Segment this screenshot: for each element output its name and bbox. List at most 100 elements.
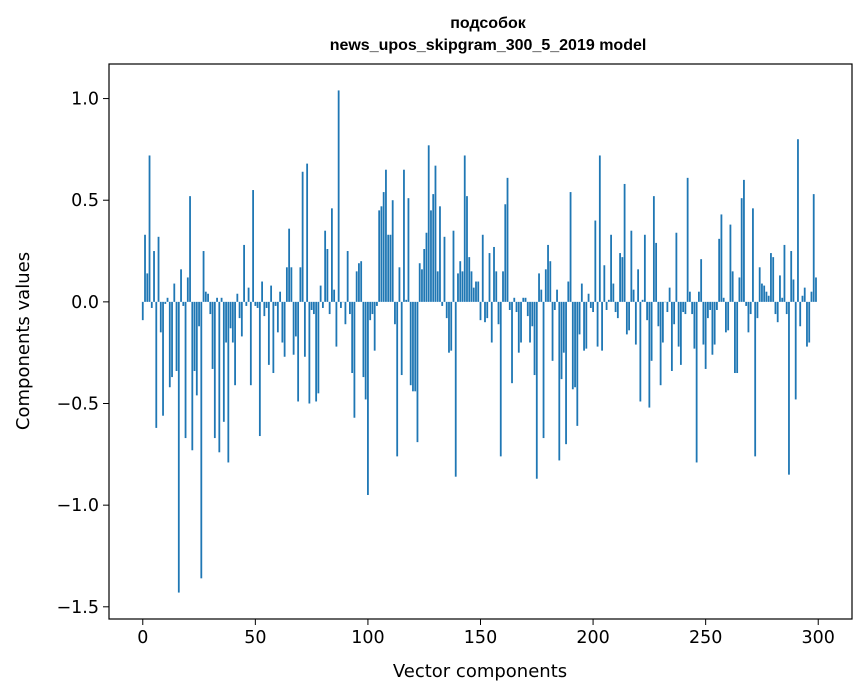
bar-240 [682, 301, 685, 313]
bar-256 [718, 238, 721, 302]
bar-140 [457, 273, 459, 302]
bar-36 [222, 301, 225, 422]
bar-61 [279, 291, 282, 302]
bar-177 [540, 289, 543, 302]
bar-170 [524, 297, 527, 302]
x-tick-label: 300 [802, 628, 835, 648]
bar-91 [346, 251, 349, 302]
bar-196 [583, 301, 585, 351]
bar-74 [308, 301, 311, 404]
bar-9 [162, 301, 164, 416]
bar-52 [258, 301, 261, 437]
bar-166 [515, 301, 518, 313]
bar-70 [299, 267, 302, 302]
bar-275 [761, 283, 763, 302]
y-tick-label: 0.0 [71, 293, 99, 313]
bar-43 [238, 301, 241, 319]
y-tick-label: −0.5 [57, 395, 100, 415]
bar-153 [486, 301, 489, 319]
bar-18 [182, 301, 185, 306]
bar-200 [592, 301, 594, 313]
bar-160 [502, 271, 504, 302]
bar-115 [400, 301, 403, 376]
bar-88 [340, 301, 342, 308]
bar-217 [630, 230, 633, 302]
bar-162 [506, 177, 509, 302]
bar-192 [574, 301, 576, 388]
bar-224 [646, 301, 649, 321]
bar-109 [387, 234, 390, 302]
bar-113 [396, 301, 399, 457]
bar-244 [691, 301, 694, 315]
bar-100 [367, 301, 369, 495]
bar-233 [666, 301, 669, 313]
bar-249 [702, 301, 705, 345]
bar-211 [616, 301, 619, 319]
bar-168 [520, 301, 522, 343]
bar-195 [580, 283, 583, 302]
bar-123 [418, 263, 421, 302]
bar-95 [355, 271, 358, 302]
bar-201 [594, 220, 597, 302]
bar-253 [711, 301, 714, 355]
bar-221 [639, 301, 642, 402]
bar-222 [641, 299, 644, 302]
bar-273 [756, 301, 759, 319]
bar-182 [551, 301, 554, 361]
bar-12 [168, 301, 171, 388]
bar-51 [256, 301, 259, 308]
bar-22 [191, 301, 194, 451]
bar-245 [693, 301, 696, 349]
bar-225 [648, 301, 651, 408]
bar-93 [351, 301, 354, 374]
bar-38 [227, 301, 230, 463]
bar-223 [643, 234, 646, 302]
bar-265 [738, 277, 741, 302]
bar-159 [499, 301, 502, 457]
bar-138 [452, 230, 455, 302]
bar-65 [288, 228, 291, 302]
bars-group [141, 90, 817, 593]
bar-164 [511, 301, 513, 384]
bar-215 [625, 301, 628, 335]
bar-46 [245, 301, 248, 306]
bar-6 [155, 301, 158, 428]
bar-34 [218, 301, 221, 453]
bar-149 [477, 281, 480, 302]
bar-181 [549, 261, 552, 302]
bar-267 [743, 179, 745, 302]
bar-8 [159, 301, 162, 333]
bar-283 [779, 275, 781, 302]
bar-206 [605, 301, 608, 310]
bar-107 [382, 192, 385, 302]
bar-219 [634, 301, 637, 345]
bar-279 [770, 253, 772, 302]
bar-142 [461, 271, 464, 302]
bar-180 [547, 244, 549, 302]
bar-250 [704, 301, 707, 369]
bar-92 [349, 301, 351, 315]
bar-39 [229, 301, 232, 329]
bar-281 [774, 301, 777, 315]
bar-266 [740, 198, 743, 302]
bar-55 [265, 301, 268, 308]
bar-42 [236, 293, 239, 302]
x-tick-label: 150 [464, 628, 497, 648]
bar-158 [497, 301, 500, 325]
bar-295 [806, 301, 808, 347]
bar-86 [335, 301, 338, 347]
bar-28 [204, 291, 207, 302]
bar-238 [677, 301, 680, 347]
bar-263 [734, 301, 736, 374]
bar-209 [612, 283, 615, 302]
y-tick-label: −1.5 [57, 598, 100, 618]
bar-110 [389, 234, 392, 302]
bar-15 [175, 301, 178, 371]
bar-53 [261, 281, 263, 302]
bar-16 [177, 301, 180, 593]
bar-33 [216, 297, 218, 302]
bar-270 [749, 301, 752, 315]
bar-169 [522, 297, 525, 302]
bar-236 [673, 301, 676, 325]
